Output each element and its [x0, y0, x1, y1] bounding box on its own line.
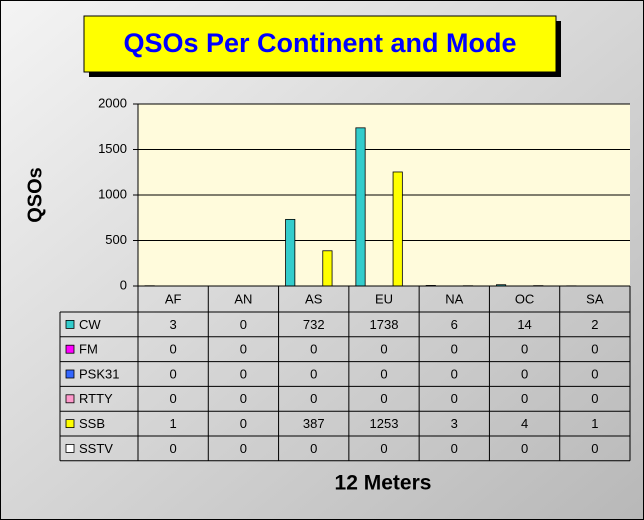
- title-box: [83, 15, 557, 73]
- table-cell: 0: [591, 366, 598, 381]
- y-axis-title: QSOs: [24, 167, 46, 223]
- legend-key: [65, 394, 75, 404]
- y-tick-label: 500: [105, 232, 127, 247]
- table-cell: 0: [451, 441, 458, 456]
- bar: [355, 127, 366, 287]
- y-tick-label: 0: [120, 277, 127, 292]
- legend-label: SSB: [79, 416, 105, 431]
- table-cell: 732: [303, 317, 325, 332]
- x-axis-title: 12 Meters: [335, 472, 432, 495]
- y-tick-label: 1000: [98, 186, 127, 201]
- table-cell: 0: [310, 441, 317, 456]
- table-cell: 0: [310, 366, 317, 381]
- legend-label: FM: [79, 342, 98, 357]
- table-cell: 0: [451, 391, 458, 406]
- table-cell: 0: [521, 441, 528, 456]
- legend-key: [65, 443, 75, 453]
- x-tick-label: AF: [165, 291, 182, 306]
- table-cell: 0: [591, 441, 598, 456]
- table-cell: 6: [451, 317, 458, 332]
- bar: [392, 171, 403, 287]
- legend-key: [65, 419, 75, 429]
- legend-key: [65, 344, 75, 354]
- table-cell: 1253: [370, 416, 399, 431]
- table-cell: 4: [521, 416, 528, 431]
- legend-key: [65, 319, 75, 329]
- table-cell: 0: [240, 366, 247, 381]
- table-cell: 387: [303, 416, 325, 431]
- table-cell: 1: [170, 416, 177, 431]
- legend-label: PSK31: [79, 366, 119, 381]
- table-cell: 2: [591, 317, 598, 332]
- legend-label: CW: [79, 317, 101, 332]
- table-cell: 1738: [370, 317, 399, 332]
- table-cell: 0: [521, 391, 528, 406]
- bar: [322, 250, 333, 287]
- table-cell: 0: [380, 342, 387, 357]
- y-tick-label: 1500: [98, 141, 127, 156]
- x-tick-label: AN: [234, 291, 252, 306]
- table-cell: 0: [240, 342, 247, 357]
- table-cell: 0: [451, 366, 458, 381]
- table-cell: 0: [380, 441, 387, 456]
- table-cell: 3: [451, 416, 458, 431]
- chart-title: QSOs Per Continent and Mode: [123, 28, 516, 58]
- x-tick-label: OC: [515, 291, 535, 306]
- table-cell: 0: [310, 342, 317, 357]
- table-cell: 0: [380, 366, 387, 381]
- x-tick-label: AS: [305, 291, 323, 306]
- table-cell: 0: [521, 342, 528, 357]
- table-cell: 0: [591, 342, 598, 357]
- table-cell: 14: [517, 317, 531, 332]
- table-cell: 0: [240, 317, 247, 332]
- x-tick-label: NA: [445, 291, 463, 306]
- table-cell: 0: [240, 391, 247, 406]
- table-cell: 0: [380, 391, 387, 406]
- table-cell: 0: [170, 441, 177, 456]
- legend-key: [65, 369, 75, 379]
- x-tick-label: SA: [586, 291, 604, 306]
- bar: [285, 218, 296, 287]
- table-cell: 0: [170, 366, 177, 381]
- table-cell: 0: [310, 391, 317, 406]
- legend-label: RTTY: [79, 391, 113, 406]
- x-tick-label: EU: [375, 291, 393, 306]
- table-cell: 0: [451, 342, 458, 357]
- table-cell: 3: [170, 317, 177, 332]
- legend-label: SSTV: [79, 441, 113, 456]
- table-cell: 0: [170, 391, 177, 406]
- table-cell: 0: [240, 441, 247, 456]
- table-cell: 0: [591, 391, 598, 406]
- y-tick-label: 2000: [98, 95, 127, 110]
- table-cell: 0: [521, 366, 528, 381]
- table-cell: 0: [170, 342, 177, 357]
- table-cell: 1: [591, 416, 598, 431]
- table-cell: 0: [240, 416, 247, 431]
